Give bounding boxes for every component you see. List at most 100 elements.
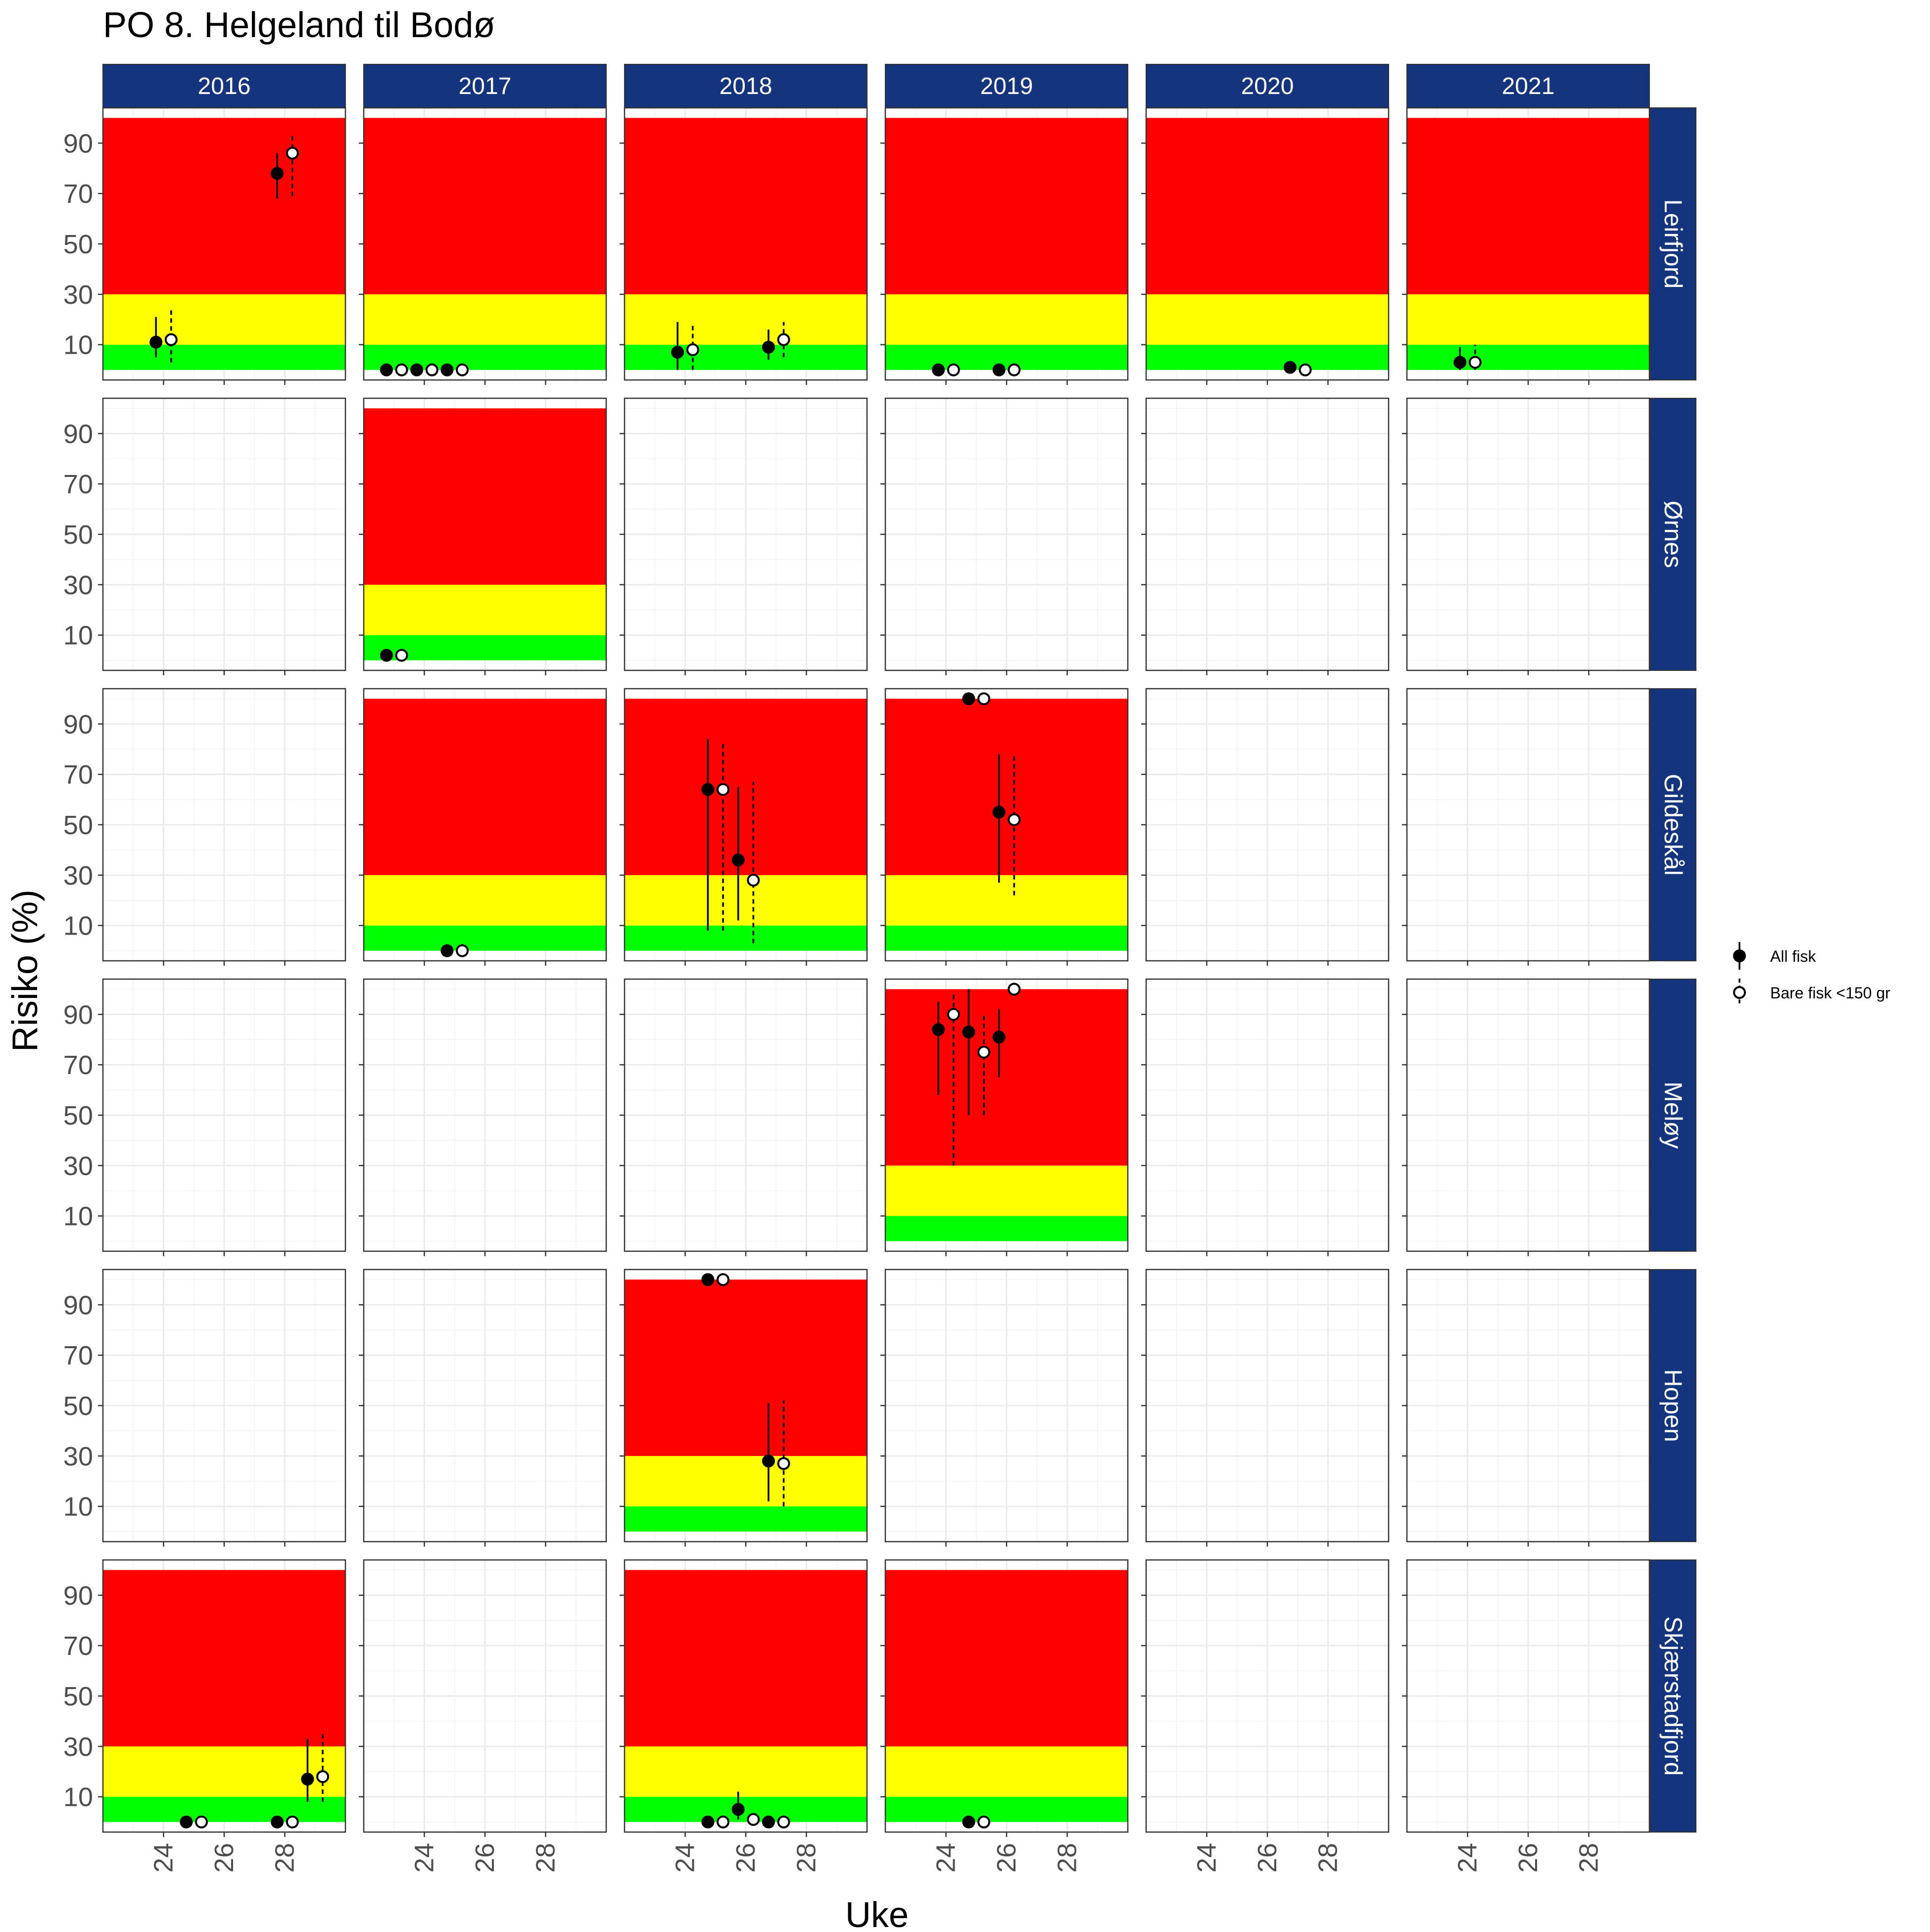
x-tick-label: 28 (792, 1843, 821, 1873)
panel-2019-skjaerstadfjord: 24 26 28 (880, 1559, 1129, 1873)
risk-band-moderate (885, 1746, 1128, 1797)
risk-band-moderate (885, 875, 1128, 926)
data-point-all-fish (932, 1023, 945, 1036)
data-point-all-fish (271, 167, 284, 180)
data-point-small-fish (777, 1815, 790, 1829)
location-strip-label: Leirfjord (1659, 199, 1687, 289)
risk-band-moderate (103, 294, 345, 345)
data-point-all-fish (301, 1773, 314, 1786)
location-strip-bg (1650, 107, 1696, 380)
chart-title: PO 8. Helgeland til Bodø (103, 5, 495, 45)
risk-band-moderate (625, 1746, 867, 1797)
data-point-small-fish (1468, 356, 1482, 369)
risk-band-high (364, 118, 606, 294)
data-point-small-fish (686, 343, 699, 356)
panel-2017-leirfjord (359, 107, 607, 385)
data-point-small-fish (717, 1273, 730, 1286)
data-point-all-fish (762, 340, 775, 354)
data-point-all-fish (962, 1025, 975, 1038)
y-tick-label: 50 (63, 520, 93, 550)
risk-band-low (885, 1796, 1128, 1822)
x-tick-label: 28 (1313, 1843, 1343, 1873)
data-point-small-fish (747, 874, 760, 887)
risk-band-moderate (364, 875, 606, 926)
year-strip-2021: 2021 (1406, 64, 1650, 108)
location-strip-label: Meløy (1659, 1082, 1687, 1149)
location-strip-skjaerstadfjord: Skjærstadfjord (1650, 1559, 1696, 1833)
y-tick-label: 70 (63, 179, 93, 209)
risk-band-high (364, 408, 606, 585)
data-point-all-fish (932, 363, 945, 377)
data-point-small-fish (456, 363, 469, 377)
data-point-all-fish (962, 692, 975, 706)
year-strip-label: 2016 (198, 73, 251, 99)
location-strip-label: Gildeskål (1659, 774, 1687, 876)
year-strip-bg (363, 64, 607, 108)
y-tick-label: 90 (63, 129, 93, 158)
data-point-all-fish (1283, 361, 1297, 374)
data-point-all-fish (149, 335, 163, 349)
risk-band-moderate (625, 1456, 867, 1507)
panel-2017-hopen (359, 1269, 607, 1547)
x-tick-label: 26 (1513, 1843, 1543, 1873)
data-point-all-fish (992, 805, 1006, 819)
data-point-small-fish (977, 1815, 991, 1829)
year-strip-2016: 2016 (102, 64, 346, 108)
location-strip-label: Hopen (1659, 1369, 1687, 1442)
risk-band-high (103, 118, 345, 294)
data-point-all-fish (271, 1815, 284, 1829)
y-tick-label: 90 (63, 419, 93, 449)
data-point-small-fish (747, 1813, 760, 1826)
location-strip-bg (1650, 398, 1696, 671)
risk-band-high (625, 118, 867, 294)
year-strip-bg (1406, 64, 1650, 108)
panel-2021-hopen (1402, 1269, 1650, 1547)
y-tick-label: 70 (63, 760, 93, 790)
y-tick-label: 10 (63, 911, 93, 941)
location-strip-bg (1650, 688, 1696, 961)
data-point-all-fish (962, 1815, 975, 1829)
y-axis-label: Risiko (%) (5, 890, 45, 1052)
risk-band-moderate (885, 1165, 1128, 1216)
data-point-small-fish (316, 1770, 330, 1783)
risk-band-moderate (103, 1746, 345, 1797)
panel-2020-skjaerstadfjord: 24 26 28 (1141, 1559, 1390, 1873)
risk-band-low (625, 1796, 867, 1822)
y-tick-label: 30 (63, 1732, 93, 1762)
data-point-small-fish (1008, 363, 1021, 377)
data-point-small-fish (977, 692, 991, 706)
risk-band-low (1146, 344, 1389, 370)
panel-2018-ornes (620, 397, 868, 675)
legend-key-marker (1733, 949, 1746, 962)
y-tick-label: 70 (63, 1050, 93, 1080)
panel-2016-gildeskal: 10 30 50 70 90 (63, 688, 346, 966)
location-strip-label: Ørnes (1659, 501, 1687, 568)
legend-label: Bare fisk <150 gr (1770, 984, 1890, 1002)
data-point-all-fish (380, 649, 393, 662)
data-point-all-fish (440, 363, 454, 377)
panel-2017-skjaerstadfjord: 24 26 28 (359, 1559, 607, 1873)
data-point-all-fish (701, 1273, 715, 1286)
panel-2019-hopen (880, 1269, 1129, 1547)
risk-band-low (103, 344, 345, 370)
year-strip-bg (102, 64, 346, 108)
legend-label: All fisk (1770, 947, 1816, 965)
x-tick-label: 26 (731, 1843, 761, 1873)
panel-2019-meloy (880, 978, 1129, 1256)
panel-2016-skjaerstadfjord: 10 30 50 70 90 24 26 28 (63, 1559, 346, 1873)
x-tick-label: 28 (270, 1843, 300, 1873)
y-tick-label: 70 (63, 1341, 93, 1370)
risk-band-low (885, 925, 1128, 951)
location-strip-ornes: Ørnes (1650, 398, 1696, 671)
risk-band-high (625, 1279, 867, 1456)
y-tick-label: 10 (63, 1783, 93, 1812)
panel-2016-ornes: 10 30 50 70 90 (63, 397, 346, 675)
panels-layer: 2016 2017 2018 2019 2020 2021 Leirfjord Ørnes Gi… (63, 64, 1696, 1873)
data-point-small-fish (1299, 363, 1312, 377)
risk-band-moderate (625, 294, 867, 345)
location-strip-hopen: Hopen (1650, 1269, 1696, 1542)
risk-band-low (625, 925, 867, 951)
panel-2018-hopen (620, 1269, 868, 1547)
data-point-all-fish (701, 783, 715, 796)
